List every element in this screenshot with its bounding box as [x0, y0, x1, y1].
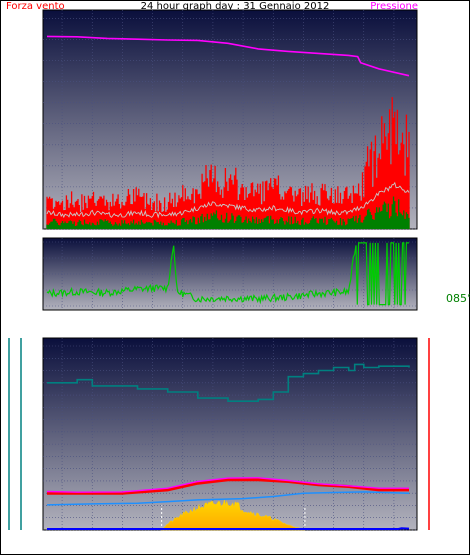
humidity-line	[47, 363, 410, 402]
direction-line	[46, 242, 409, 306]
rain-line	[47, 527, 410, 530]
wind-series	[46, 35, 410, 229]
direction-series	[46, 242, 409, 306]
current-direction-value: 085°	[446, 292, 470, 305]
wind-average-bars	[46, 196, 410, 229]
pressure-axis-label: Pressione	[370, 1, 418, 12]
temperature-series	[46, 363, 410, 531]
pressure-line	[46, 35, 410, 77]
solar-area	[160, 499, 305, 531]
wind-mean-line	[46, 181, 410, 219]
direction-grid	[43, 238, 417, 310]
heat-index-line	[46, 477, 409, 493]
dewpoint-line	[46, 491, 410, 506]
wind-axis-label: Forza vento	[6, 1, 65, 12]
page-title: 24 hour graph day : 31 Gennaio 2012	[141, 1, 330, 12]
temperature-plot-area	[42, 337, 418, 531]
temperature-line	[47, 478, 409, 495]
